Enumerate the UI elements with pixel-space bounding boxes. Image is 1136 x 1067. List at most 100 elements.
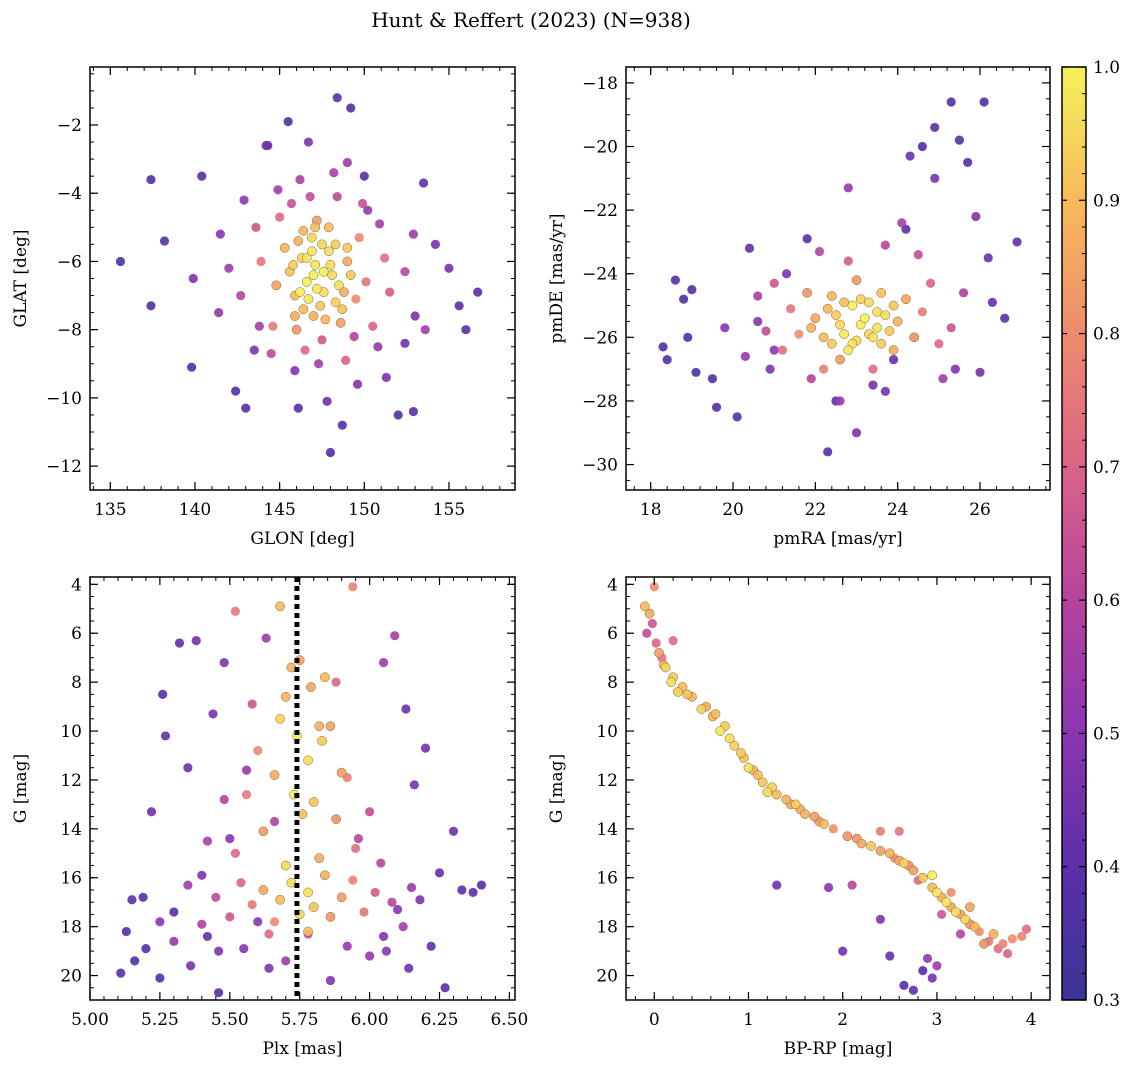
axes-frame [89, 66, 516, 491]
scatter-point [843, 183, 853, 193]
scatter-point [202, 836, 213, 846]
scatter-point [303, 926, 313, 937]
scatter-point [253, 917, 263, 927]
scatter-point [917, 872, 928, 883]
scatter-point [687, 285, 697, 295]
scatter-point [337, 304, 348, 315]
scatter-point [473, 287, 483, 297]
scatter-point [885, 951, 895, 961]
y-tick-label: 6 [607, 624, 618, 644]
scatter-point [188, 273, 198, 284]
scatter-point [351, 843, 361, 854]
scatter-point [960, 914, 971, 925]
scatter-point [352, 379, 363, 389]
scatter-point [310, 260, 321, 270]
y-tick-label: 10 [596, 722, 618, 742]
y-axis-label: pmDE [mas/yr] [547, 213, 567, 343]
scatter-point [955, 929, 966, 939]
scatter-point [753, 770, 763, 780]
scatter-point [880, 310, 891, 320]
scatter-point [393, 410, 403, 420]
scatter-point [342, 256, 353, 267]
scatter-point [359, 171, 369, 181]
scatter-point [121, 926, 131, 937]
scatter-point [839, 297, 850, 308]
scatter-point [876, 338, 887, 349]
scatter-point [926, 278, 936, 288]
scatter-point [378, 657, 389, 668]
scatter-point [336, 767, 347, 778]
scatter-point [345, 270, 356, 280]
scatter-point [115, 256, 126, 267]
scatter-point [283, 116, 293, 127]
scatter-point [642, 628, 652, 638]
scatter-point [381, 946, 391, 956]
scatter-point [950, 364, 960, 374]
scatter-point [239, 944, 249, 954]
scatter-point [308, 902, 319, 912]
scatter-point [341, 355, 351, 365]
scatter-point [769, 278, 779, 288]
scatter-point [293, 403, 303, 413]
scatter-point [899, 980, 909, 990]
colorbar-tick-label: 0.5 [1093, 724, 1120, 744]
scatter-point [843, 256, 853, 266]
x-tick-label: 5.25 [141, 1010, 179, 1030]
scatter-point [186, 961, 196, 971]
y-tick-label: −18 [582, 74, 618, 94]
x-axis-label: BP-RP [mag] [784, 1039, 893, 1059]
scatter-point [308, 797, 319, 807]
scatter-point [988, 929, 999, 939]
scatter-point [720, 323, 730, 333]
scatter-point [306, 246, 317, 257]
scatter-point [310, 222, 321, 233]
scatter-point [918, 966, 928, 976]
scatter-point [271, 280, 282, 291]
x-tick-label: 2 [837, 1010, 848, 1030]
scatter-point [236, 878, 246, 888]
scatter-point [317, 735, 327, 746]
scatter-point [711, 402, 722, 412]
scatter-point [315, 300, 326, 311]
scatter-point [908, 865, 919, 876]
scatter-point [249, 345, 259, 355]
x-tick-label: 5.50 [211, 1010, 249, 1030]
y-tick-label: 16 [596, 869, 618, 889]
scatter-point [1003, 948, 1013, 959]
scatter-point [408, 406, 419, 417]
y-tick-label: 18 [60, 918, 82, 938]
scatter-point [831, 310, 841, 320]
scatter-point [963, 157, 973, 168]
x-tick-label: 18 [640, 500, 662, 520]
scatter-point [710, 709, 721, 719]
y-tick-label: −4 [57, 184, 82, 204]
scatter-point [275, 713, 285, 724]
panel-plx: 5.00 5.25 5.50 5.75 6.00 6.25 6.50 4 6 8 10 12 14 16 1… [11, 575, 528, 1059]
x-tick-label: 6.50 [490, 1010, 528, 1030]
scatter-point [208, 709, 218, 719]
scatter-point [303, 887, 313, 898]
scatter-point [835, 319, 845, 330]
scatter-point [847, 880, 857, 890]
scatter-point [303, 294, 314, 304]
y-tick-label: −24 [582, 265, 618, 285]
scatter-point [159, 236, 170, 246]
scatter-point [672, 687, 683, 697]
scatter-point [880, 386, 890, 397]
scatter-point [376, 858, 386, 868]
scatter-point [261, 633, 271, 643]
scatter-point [337, 420, 347, 430]
y-tick-label: −30 [582, 456, 618, 476]
scatter-point [174, 638, 185, 648]
scatter-point [251, 222, 261, 232]
y-tick-label: 8 [71, 673, 82, 693]
scatter-point [930, 122, 940, 133]
scatter-point [937, 909, 947, 920]
scatter-point [838, 946, 848, 956]
scatter-point [769, 345, 779, 355]
y-tick-label: 16 [60, 869, 82, 889]
scatter-point [822, 303, 833, 314]
y-tick-label: −6 [57, 252, 82, 272]
x-tick-label: 5.00 [71, 1010, 109, 1030]
scatter-point [365, 951, 375, 961]
